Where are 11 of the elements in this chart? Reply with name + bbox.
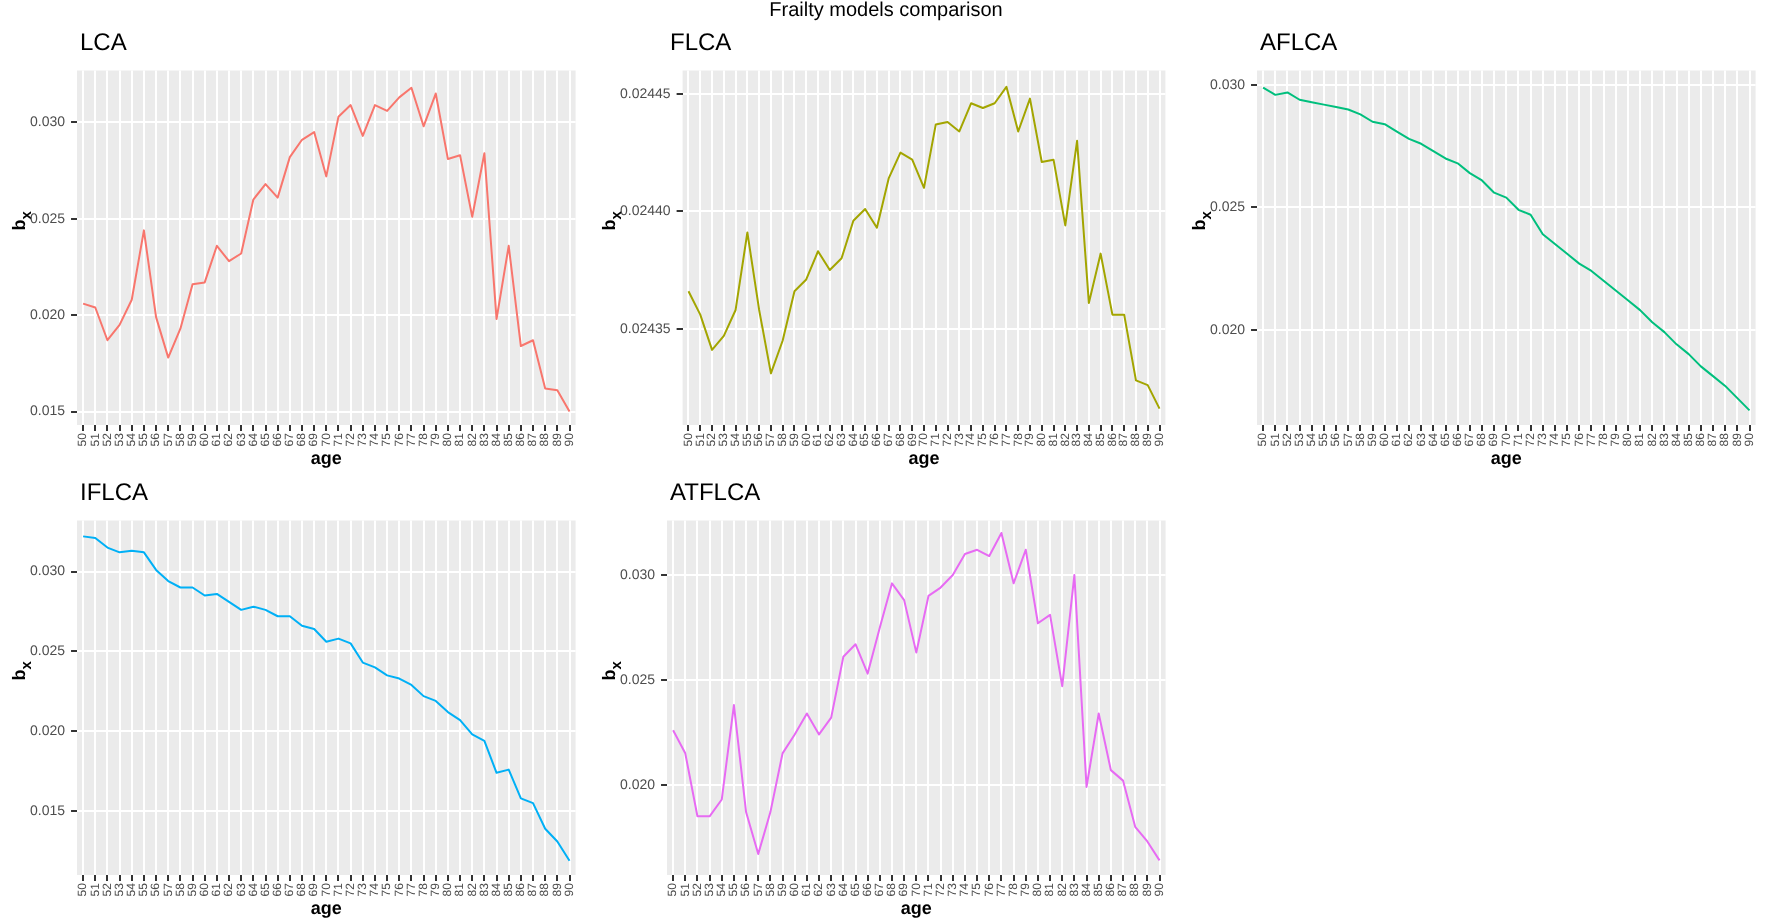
text: Frailty models comparison <box>767 0 1005 22</box>
chart-title: AFLCA <box>1260 28 1338 56</box>
x-axis-title: age <box>1490 448 1522 469</box>
chart-title: IFLCA <box>80 478 149 506</box>
x-axis-title: age <box>900 898 932 919</box>
chart-title: LCA <box>80 28 127 56</box>
x-axis-title: age <box>310 898 342 919</box>
chart-title: ATFLCA <box>670 478 761 506</box>
x-axis-title: age <box>908 448 940 469</box>
x-axis-title: age <box>310 448 342 469</box>
chart-title: FLCA <box>670 28 732 56</box>
